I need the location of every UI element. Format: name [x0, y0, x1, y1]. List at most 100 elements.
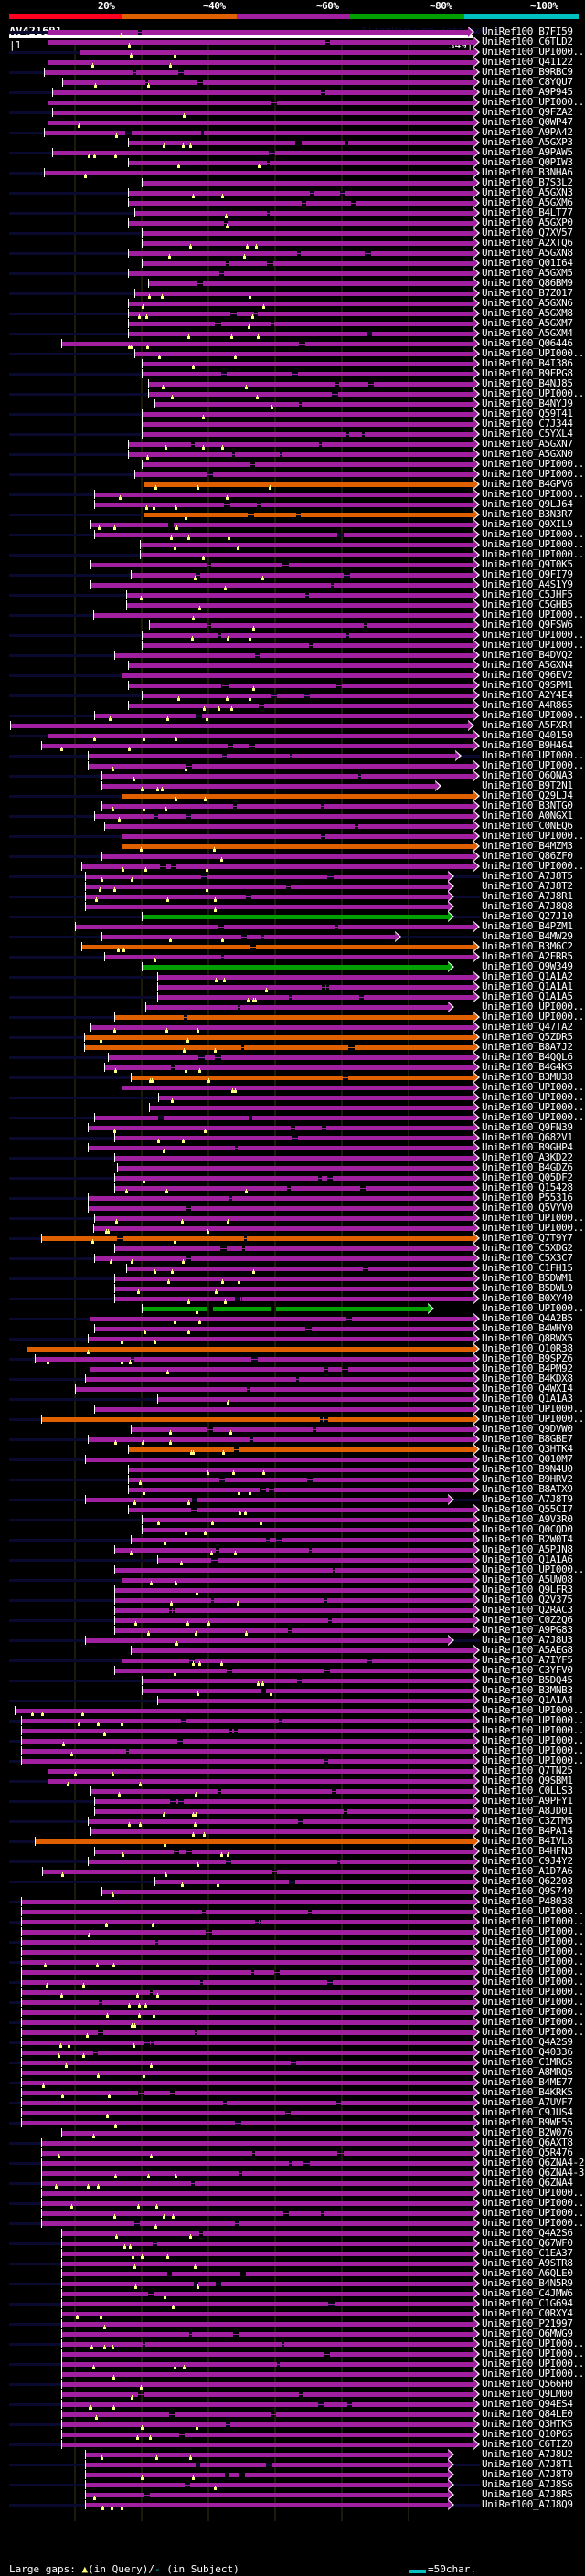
- hit-label[interactable]: UniRef100_A7J8R1: [482, 890, 573, 902]
- hit-segment[interactable]: [88, 1860, 227, 1864]
- hit-label[interactable]: UniRef100_Q94ES4: [482, 2398, 573, 2410]
- hit-segment[interactable]: [89, 1317, 346, 1321]
- hit-segment[interactable]: [74, 925, 218, 929]
- alignment-row[interactable]: UniRef100_Q682V1: [0, 1132, 585, 1143]
- hit-segment[interactable]: [152, 1990, 473, 1995]
- alignment-row[interactable]: UniRef100_C1FH15: [0, 1263, 585, 1274]
- hit-segment[interactable]: [157, 985, 322, 990]
- alignment-row[interactable]: UniRef100_A2FRR5: [0, 951, 585, 962]
- hit-label[interactable]: UniRef100_C1EA37: [482, 2247, 573, 2259]
- hit-segment[interactable]: [331, 1618, 473, 1623]
- hit-label[interactable]: UniRef100_UPI000..: [482, 1925, 585, 1937]
- alignment-row[interactable]: UniRef100_Q41122: [0, 57, 585, 68]
- hit-label[interactable]: UniRef100_UPI000..: [482, 1081, 585, 1093]
- alignment-row[interactable]: UniRef100_Q010M7: [0, 1454, 585, 1465]
- alignment-row[interactable]: UniRef100_UPI000..: [0, 1112, 585, 1123]
- hit-label[interactable]: UniRef100_B4I386: [482, 357, 573, 369]
- alignment-row[interactable]: UniRef100_B2W0T4: [0, 1533, 585, 1545]
- hit-label[interactable]: UniRef100_B4NYJ9: [482, 398, 573, 409]
- hit-segment[interactable]: [261, 1920, 473, 1924]
- hit-segment[interactable]: [347, 1076, 473, 1080]
- hit-label[interactable]: UniRef100_UPI000..: [482, 1945, 585, 1957]
- hit-segment[interactable]: [289, 563, 473, 567]
- hit-segment[interactable]: [141, 643, 309, 648]
- hit-segment[interactable]: [127, 141, 296, 145]
- hit-label[interactable]: UniRef100_A5GXN8: [482, 247, 573, 259]
- hit-segment[interactable]: [80, 50, 473, 55]
- hit-label[interactable]: UniRef100_C0Z2Q6: [482, 1614, 573, 1626]
- hit-label[interactable]: UniRef100_Q9S740: [482, 1885, 573, 1897]
- hit-segment[interactable]: [201, 714, 473, 718]
- alignment-row[interactable]: UniRef100_Q86ZF0: [0, 851, 585, 862]
- hit-label[interactable]: UniRef100_Q1A1A2: [482, 970, 573, 982]
- hit-label[interactable]: UniRef100_UPI000..: [482, 2348, 585, 2359]
- hit-segment[interactable]: [236, 804, 322, 809]
- hit-segment[interactable]: [60, 2292, 148, 2296]
- alignment-row[interactable]: UniRef100_UPI000..: [0, 750, 585, 761]
- alignment-row[interactable]: UniRef100_Q9S740: [0, 1885, 585, 1897]
- hit-segment[interactable]: [261, 503, 473, 507]
- hit-segment[interactable]: [213, 472, 473, 477]
- alignment-row[interactable]: UniRef100_Q9FN39: [0, 1122, 585, 1133]
- hit-segment[interactable]: [141, 462, 250, 467]
- hit-segment[interactable]: [312, 643, 473, 648]
- alignment-row[interactable]: UniRef100_A5GXP3: [0, 137, 585, 148]
- alignment-row[interactable]: UniRef100_Q8RWX5: [0, 1333, 585, 1344]
- hit-segment[interactable]: [127, 332, 367, 336]
- hit-segment[interactable]: [48, 30, 138, 35]
- alignment-row[interactable]: UniRef100_UPI000..: [0, 2198, 585, 2209]
- alignment-row[interactable]: UniRef100_UPI000..: [0, 1102, 585, 1113]
- hit-segment[interactable]: [327, 1598, 473, 1603]
- hit-segment[interactable]: [149, 2041, 152, 2045]
- hit-segment[interactable]: [157, 2242, 473, 2246]
- hit-label[interactable]: UniRef100_B2W0T4: [482, 1533, 573, 1545]
- hit-segment[interactable]: [297, 1136, 473, 1140]
- hit-segment[interactable]: [134, 352, 473, 356]
- alignment-row[interactable]: UniRef100_Q10P65: [0, 2429, 585, 2440]
- hit-label[interactable]: UniRef100_A7J8T9: [482, 1493, 573, 1505]
- hit-label[interactable]: UniRef100_UPI000..: [482, 1564, 585, 1575]
- hit-label[interactable]: UniRef100_UPI000..: [482, 1996, 585, 2008]
- hit-segment[interactable]: [165, 864, 172, 869]
- hit-segment[interactable]: [101, 784, 435, 789]
- hit-segment[interactable]: [60, 2402, 319, 2407]
- alignment-row[interactable]: UniRef100_A6QLE0: [0, 2268, 585, 2279]
- hit-segment[interactable]: [158, 814, 186, 819]
- hit-segment[interactable]: [149, 623, 207, 628]
- hit-segment[interactable]: [310, 694, 473, 698]
- alignment-row[interactable]: UniRef100_B7S3L2: [0, 177, 585, 188]
- hit-segment[interactable]: [141, 965, 449, 970]
- hit-segment[interactable]: [134, 292, 473, 296]
- hit-segment[interactable]: [226, 1246, 243, 1251]
- hit-segment[interactable]: [114, 1015, 184, 1020]
- alignment-row[interactable]: UniRef100_Q9LM00: [0, 2389, 585, 2400]
- hit-segment[interactable]: [230, 503, 257, 507]
- alignment-row[interactable]: UniRef100_UPI000..: [0, 861, 585, 872]
- alignment-row[interactable]: UniRef100_B4QQL6: [0, 1052, 585, 1063]
- alignment-row[interactable]: UniRef100_A7J8U2: [0, 2449, 585, 2460]
- hit-segment[interactable]: [242, 2171, 473, 2176]
- hit-segment[interactable]: [21, 1900, 473, 1904]
- hit-segment[interactable]: [90, 1829, 473, 1834]
- alignment-row[interactable]: UniRef100_UPI000..: [0, 2359, 585, 2369]
- hit-label[interactable]: UniRef100_UPI000..: [482, 488, 585, 500]
- alignment-row[interactable]: UniRef100_B2W076: [0, 2127, 585, 2138]
- hit-segment[interactable]: [85, 2453, 449, 2457]
- hit-segment[interactable]: [97, 2051, 473, 2055]
- hit-segment[interactable]: [60, 2231, 200, 2236]
- hit-label[interactable]: UniRef100_Q9FZA2: [482, 106, 573, 118]
- hit-label[interactable]: UniRef100_Q55CI7: [482, 1503, 573, 1515]
- hit-segment[interactable]: [21, 2000, 99, 2005]
- hit-segment[interactable]: [254, 744, 473, 748]
- hit-segment[interactable]: [127, 322, 216, 326]
- hit-segment[interactable]: [223, 955, 473, 959]
- hit-label[interactable]: UniRef100_C3ZTM5: [482, 1815, 573, 1827]
- hit-segment[interactable]: [302, 141, 345, 145]
- alignment-row[interactable]: UniRef100_C4JMW6: [0, 2288, 585, 2299]
- hit-segment[interactable]: [114, 1186, 288, 1191]
- hit-label[interactable]: UniRef100_UPI000..: [482, 1966, 585, 1977]
- hit-segment[interactable]: [94, 1327, 306, 1331]
- alignment-row[interactable]: UniRef100_Q4WXI4: [0, 1383, 585, 1394]
- alignment-row[interactable]: UniRef100_B9GHP4: [0, 1142, 585, 1153]
- alignment-row[interactable]: UniRef100_A7J8T0: [0, 2469, 585, 2480]
